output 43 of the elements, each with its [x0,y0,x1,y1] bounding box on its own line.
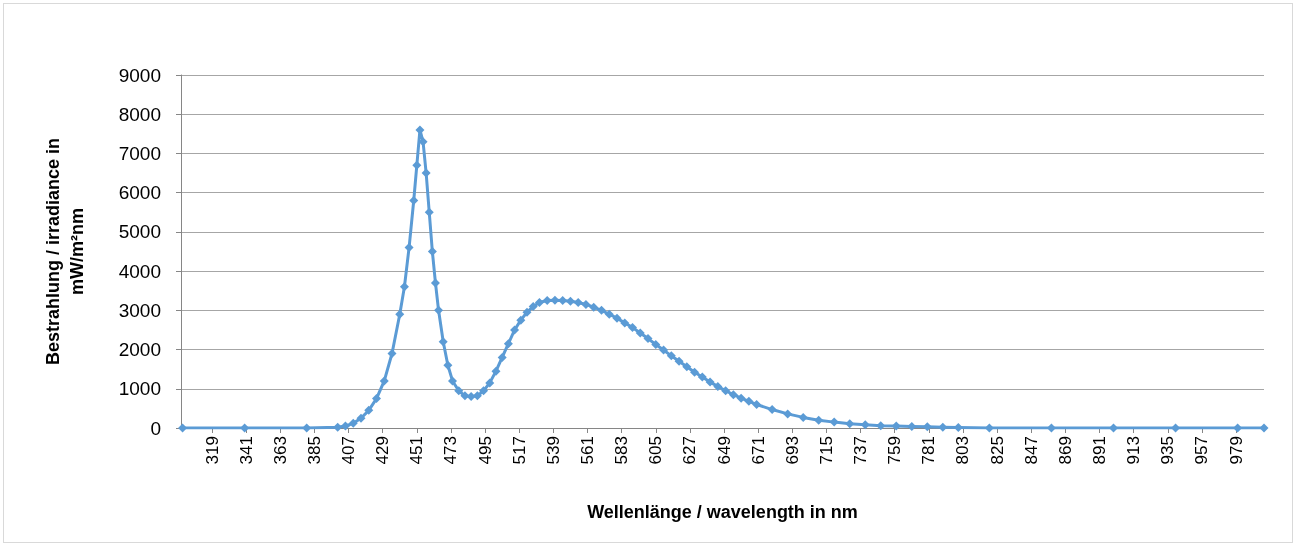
y-tick-label: 1000 [118,378,161,400]
y-tick-label: 6000 [118,182,161,204]
y-tick-label: 0 [150,417,161,439]
x-tick-label: 583 [612,436,632,465]
x-tick-label: 671 [748,436,768,465]
x-tick-label: 979 [1226,436,1246,465]
x-tick-label: 693 [782,436,802,465]
x-tick-label: 649 [714,436,734,465]
x-tick-label: 627 [680,436,700,465]
x-tick-label: 759 [885,436,905,465]
x-tick-label: 473 [441,436,461,465]
y-tick-label: 4000 [118,260,161,282]
x-tick-label: 407 [339,436,359,465]
y-tick-label: 2000 [118,339,161,361]
x-tick-label: 363 [270,436,290,465]
x-axis-title: Wellenlänge / wavelength in nm [587,502,858,522]
x-tick-label: 341 [236,436,256,465]
x-tick-label: 385 [304,436,324,465]
x-tick-label: 891 [1090,436,1110,465]
x-tick-label: 825 [987,436,1007,465]
y-axis-title: Bestrahlung / irradiance in mW/m²nm [43,137,87,366]
x-tick-label: 803 [953,436,973,465]
y-tick-label: 9000 [118,64,161,86]
x-tick-label: 935 [1158,436,1178,465]
y-tick-label: 7000 [118,142,161,164]
y-tick-label: 5000 [118,221,161,243]
x-tick-label: 539 [543,436,563,465]
x-tick-label: 913 [1124,436,1144,465]
x-tick-label: 517 [509,436,529,465]
y-tick-label: 3000 [118,299,161,321]
x-tick-label: 561 [578,436,598,465]
x-tick-label: 429 [373,436,393,465]
x-tick-label: 451 [407,436,427,465]
x-tick-label: 319 [202,436,222,465]
x-tick-label: 847 [1021,436,1041,465]
x-tick-label: 605 [646,436,666,465]
x-tick-label: 495 [475,436,495,465]
x-tick-label: 781 [919,436,939,465]
x-tick-label: 715 [816,436,836,465]
x-tick-label: 737 [851,436,871,465]
x-tick-label: 869 [1055,436,1075,465]
y-tick-label: 8000 [118,103,161,125]
x-tick-label: 957 [1192,436,1212,465]
